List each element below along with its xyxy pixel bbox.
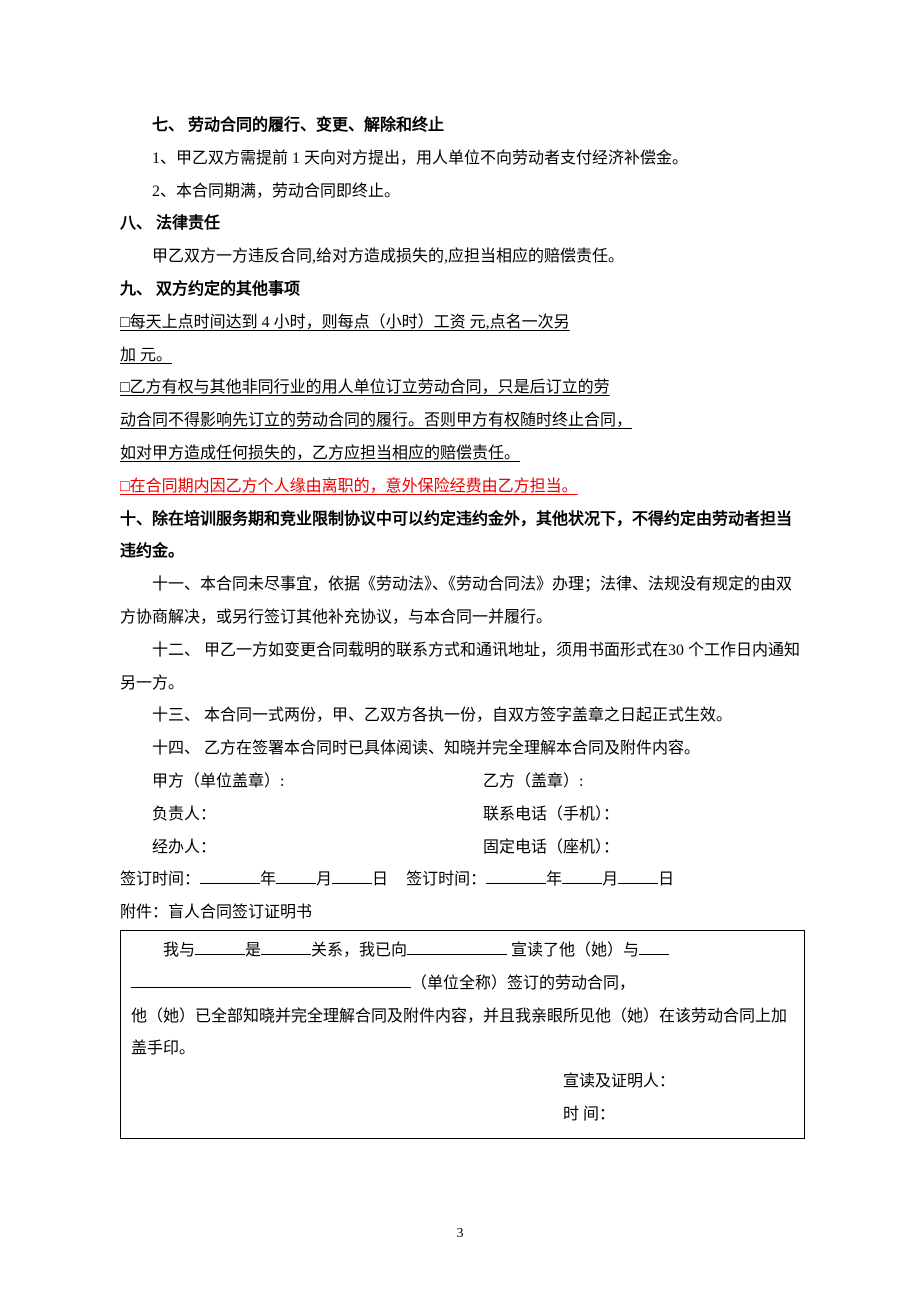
party-b-phone: 联系电话（手机）： [483,799,805,832]
section-8-heading: 八、 法律责任 [120,208,805,241]
section-8-p1: 甲乙双方一方违反合同,给对方造成损失的,应担当相应的赔偿责任。 [120,241,805,274]
section-9-line1a: □每天上点时间达到 4 小时，则每点（小时）工资 元,点名一次另 [120,307,805,340]
blank-day-a[interactable] [332,883,372,884]
blank-with[interactable] [639,954,669,955]
party-a-handler: 经办人： [120,832,483,865]
year-b: 年 [546,871,562,888]
section-9-line3: □在合同期内因乙方个人缘由离职的，意外保险经费由乙方担当。 [120,471,805,504]
signature-row-3: 经办人： 固定电话（座机）： [120,832,805,865]
section-9-line2b: 动合同不得影响先订立的劳动合同的履行。否则甲方有权随时终止合同， [120,405,805,438]
party-a-person: 负责人： [120,799,483,832]
sign-date-b: 签订时间： 年 月 日 [406,864,674,897]
party-b-seal: 乙方（盖章）: [483,766,805,799]
signature-row-2: 负责人： 联系电话（手机）： [120,799,805,832]
attach-t4: 宣读了他（她）与 [507,942,639,959]
attachment-line-2: （单位全称）签订的劳动合同， [131,968,794,1001]
section-11: 十一、本合同未尽事宜，依据《劳动法》、《劳动合同法》办理；法律、法规没有规定的由… [120,569,805,635]
attach-t3: 关系，我已向 [311,942,407,959]
party-b-fixed: 固定电话（座机）： [483,832,805,865]
section-12: 十二、 甲乙一方如变更合同载明的联系方式和通讯地址，须用书面形式在30 个工作日… [120,635,805,701]
contract-page: 七、 劳动合同的履行、变更、解除和终止 1、甲乙双方需提前 1 天向对方提出，用… [0,0,920,1199]
attachment-body: 他（她）已全部知晓并完全理解合同及附件内容，并且我亲眼所见他（她）在该劳动合同上… [131,1001,794,1067]
section-14: 十四、 乙方在签署本合同时已具体阅读、知晓并完全理解本合同及附件内容。 [120,733,805,766]
day-b: 日 [658,871,674,888]
section-9-line1b: 加 元。 [120,340,805,373]
section-7-p1: 1、甲乙双方需提前 1 天向对方提出，用人单位不向劳动者支付经济补偿金。 [120,143,805,176]
section-9-heading: 九、 双方约定的其他事项 [120,274,805,307]
section-7-p2: 2、本合同期满，劳动合同即终止。 [120,176,805,209]
page-number: 3 [0,1226,920,1242]
section-13: 十三、 本合同一式两份，甲、乙双方各执一份，自双方签字盖章之日起正式生效。 [120,700,805,733]
attachment-box: 我与 是 关系，我已向 宣读了他（她）与 （单位全称）签订的劳动合同， 他（她）已全… [120,930,805,1139]
blank-to[interactable] [407,954,507,955]
blank-month-a[interactable] [276,883,316,884]
date-label-b: 签订时间： [406,871,486,888]
sign-date-a: 签订时间： 年 月 日 [120,864,388,897]
attach-t2: 是 [245,942,261,959]
sign-date-row: 签订时间： 年 月 日 签订时间： 年 月 日 [120,864,805,897]
month-a: 月 [316,871,332,888]
signature-row-1: 甲方（单位盖章）: 乙方（盖章）: [120,766,805,799]
attachment-title: 附件：盲人合同签订证明书 [120,897,805,930]
blank-year-b[interactable] [486,883,546,884]
blank-name[interactable] [195,954,245,955]
blank-day-b[interactable] [618,883,658,884]
section-9-line2c: 如对甲方造成任何损失的，乙方应担当相应的赔偿责任。 [120,438,805,471]
blank-month-b[interactable] [562,883,602,884]
month-b: 月 [602,871,618,888]
year-a: 年 [260,871,276,888]
attachment-line-1: 我与 是 关系，我已向 宣读了他（她）与 [131,935,794,968]
blank-year-a[interactable] [200,883,260,884]
attach-t1: 我与 [131,942,195,959]
party-a-seal: 甲方（单位盖章）: [120,766,483,799]
section-7-heading: 七、 劳动合同的履行、变更、解除和终止 [120,110,805,143]
blank-relation[interactable] [261,954,311,955]
blank-unit[interactable] [131,987,411,988]
section-10-heading: 十、除在培训服务期和竞业限制协议中可以约定违约金外，其他状况下，不得约定由劳动者… [120,504,805,570]
attachment-time: 时 间： [131,1099,794,1132]
date-label-a: 签订时间： [120,871,200,888]
attach-t5: （单位全称）签订的劳动合同， [411,975,635,992]
section-9-line2a: □乙方有权与其他非同行业的用人单位订立劳动合同，只是后订立的劳 [120,372,805,405]
attachment-witness: 宣读及证明人： [131,1066,794,1099]
day-a: 日 [372,871,388,888]
